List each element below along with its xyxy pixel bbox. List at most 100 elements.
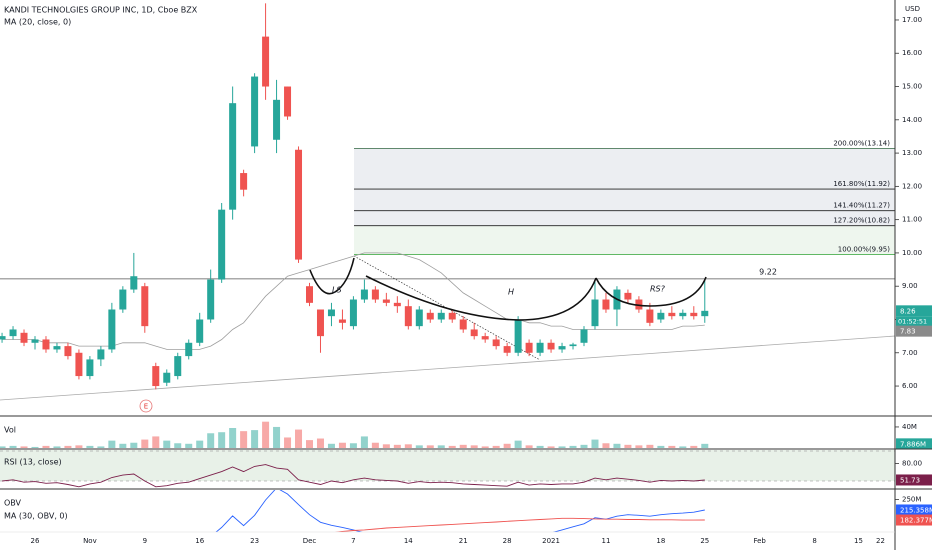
volume-bar [218, 432, 226, 448]
y-tick-label: 250M [902, 495, 921, 503]
candle-body [415, 309, 423, 327]
volume-bar [251, 430, 259, 448]
candle-body [152, 366, 160, 387]
candle-body [306, 286, 313, 303]
level-label: 9.22 [759, 267, 777, 276]
x-tick-label: 22 [876, 537, 885, 545]
volume-bar [547, 446, 555, 448]
x-tick-label: 28 [503, 537, 512, 545]
volume-bar [657, 445, 665, 448]
volume-bar [262, 421, 270, 448]
volume-bar [404, 444, 412, 448]
price-badge [896, 474, 932, 486]
candle-body [218, 209, 226, 280]
candle-body [295, 149, 303, 260]
y-tick-label: 13.00 [902, 149, 922, 157]
candle-body [0, 336, 6, 340]
y-tick-label: 9.00 [902, 282, 918, 290]
price-badge [896, 504, 932, 516]
price-badge-label: 182.377M [900, 517, 932, 525]
candle-body [635, 299, 643, 310]
price-badge [896, 325, 932, 337]
candle-body [240, 173, 248, 190]
candle-body [514, 319, 522, 353]
earnings-marker[interactable] [139, 399, 153, 413]
x-tick-label: 26 [31, 537, 40, 545]
volume-bar [9, 445, 17, 448]
candle-body [426, 312, 434, 320]
volume-bar [97, 446, 105, 448]
candle-body [393, 302, 401, 307]
candle-body [382, 299, 390, 303]
y-tick-label: 15.00 [902, 83, 922, 91]
countdown-label: 01:52:51 [898, 317, 927, 325]
line [215, 490, 705, 532]
volume-bar [240, 431, 248, 448]
volume-bar [415, 445, 423, 448]
volume-bar [295, 429, 303, 448]
volume-bar [141, 439, 149, 448]
volume-bar [470, 445, 478, 448]
volume-bar [426, 445, 434, 448]
candle-body [86, 359, 94, 377]
candle-body [316, 309, 324, 337]
candle-body [602, 299, 610, 310]
chart-title: KANDI TECHNOLGIES GROUP INC, 1D, Cboe BZ… [4, 6, 198, 15]
candle-body [437, 312, 445, 320]
volume-bar [613, 443, 621, 448]
volume-bar [503, 443, 511, 448]
volume-bar [668, 445, 676, 448]
volume-bar [0, 446, 6, 448]
volume-bar [86, 445, 94, 448]
clip-group [334, 517, 705, 532]
volume-bar [119, 443, 127, 448]
clip-group [2, 252, 705, 350]
fib-zone [354, 210, 895, 226]
line [2, 464, 705, 488]
volume-bar [646, 444, 654, 448]
volume-bar [75, 445, 83, 448]
volume-bar [580, 444, 588, 448]
volume-bar [448, 445, 456, 448]
trendline [0, 335, 896, 401]
volume-bar [514, 440, 522, 448]
candle-body [360, 289, 368, 300]
x-tick-label: Dec [303, 537, 317, 545]
indicator-title: MA (20, close, 0) [4, 18, 71, 27]
clip-group [2, 464, 705, 488]
y-tick-label: 12.00 [902, 182, 922, 190]
candle-body [196, 319, 204, 343]
volume-bar [229, 428, 237, 448]
volume-bar [360, 436, 368, 448]
pane-title: RSI (13, close) [4, 458, 62, 467]
volume-bar [558, 446, 566, 448]
candle-body [42, 339, 50, 350]
candle-body [503, 346, 511, 353]
earnings-label: E [144, 403, 148, 411]
pane-title: Vol [4, 426, 16, 435]
volume-bar [306, 440, 313, 448]
candle-body [525, 342, 533, 353]
candle-body [53, 346, 61, 350]
x-tick-label: Nov [83, 537, 97, 545]
volume-bar [20, 446, 28, 448]
candle-body [448, 312, 456, 320]
y-tick-label: 6.00 [902, 382, 918, 390]
volume-bar [207, 433, 215, 448]
price-badge [896, 305, 932, 317]
candle-body [174, 356, 182, 377]
volume-bar [382, 444, 390, 448]
volume-bar [284, 437, 292, 448]
volume-bar [591, 439, 599, 448]
candle-body [207, 279, 215, 320]
countdown-badge [896, 316, 932, 327]
annotation: H [508, 288, 514, 297]
volume-bar [196, 440, 204, 448]
volume-bar [459, 444, 467, 448]
fib-label: 141.40%(11.27) [833, 202, 890, 210]
line [334, 517, 705, 532]
candle-body [569, 344, 577, 347]
candle-body [75, 352, 83, 377]
pane-title: OBV [4, 499, 22, 508]
fib-label: 200.00%(13.14) [833, 139, 890, 147]
